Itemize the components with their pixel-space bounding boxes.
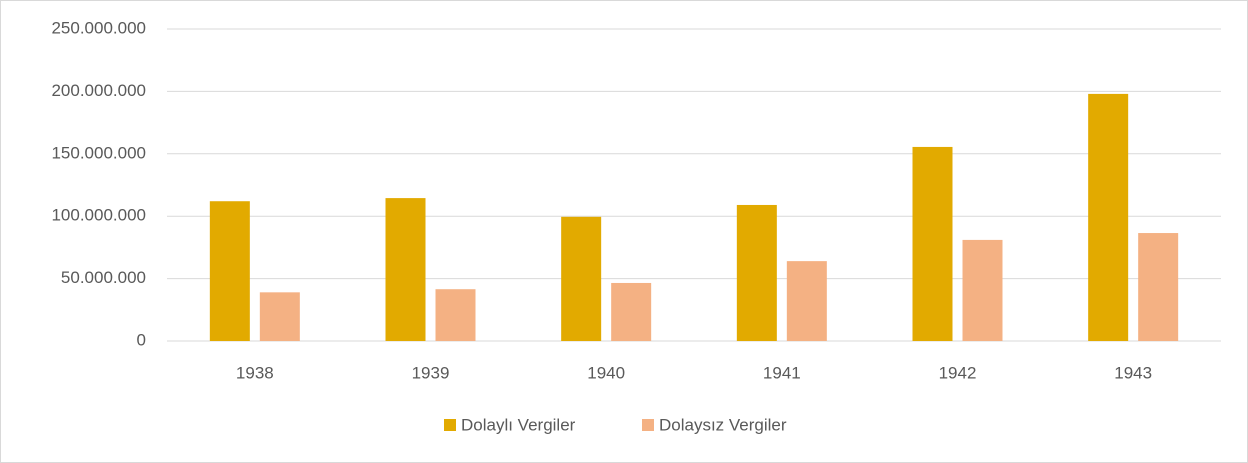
bar bbox=[385, 198, 426, 341]
y-tick-label: 200.000.000 bbox=[51, 81, 146, 100]
x-tick-label: 1939 bbox=[412, 363, 450, 382]
bar bbox=[1138, 233, 1179, 341]
bar bbox=[912, 146, 953, 341]
bar bbox=[259, 292, 300, 341]
x-tick-label: 1943 bbox=[1114, 363, 1152, 382]
bar bbox=[1088, 93, 1129, 341]
x-tick-label: 1941 bbox=[763, 363, 801, 382]
bar bbox=[209, 201, 250, 341]
bar bbox=[435, 289, 476, 341]
bar bbox=[736, 204, 777, 341]
legend-swatch bbox=[444, 419, 456, 431]
y-tick-label: 50.000.000 bbox=[61, 268, 146, 287]
y-tick-label: 150.000.000 bbox=[51, 143, 146, 162]
legend-label: Dolaysız Vergiler bbox=[659, 415, 787, 434]
bar bbox=[611, 282, 652, 341]
bar bbox=[786, 261, 827, 341]
bar bbox=[962, 239, 1003, 341]
x-tick-label: 1938 bbox=[236, 363, 274, 382]
y-tick-label: 0 bbox=[137, 330, 146, 349]
bar bbox=[561, 216, 602, 341]
legend-label: Dolaylı Vergiler bbox=[461, 415, 576, 434]
legend-swatch bbox=[642, 419, 654, 431]
x-tick-label: 1940 bbox=[587, 363, 625, 382]
y-tick-label: 250.000.000 bbox=[51, 18, 146, 37]
y-tick-label: 100.000.000 bbox=[51, 206, 146, 225]
x-tick-label: 1942 bbox=[939, 363, 977, 382]
